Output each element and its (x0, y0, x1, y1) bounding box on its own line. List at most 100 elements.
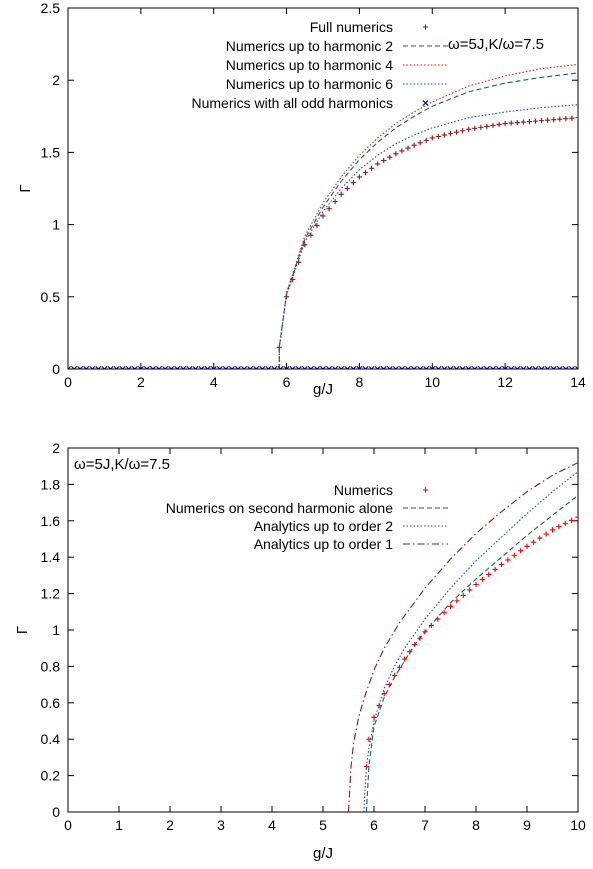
data-point (143, 366, 150, 369)
x-tick-label: 8 (472, 817, 480, 833)
legend-label: Numerics (334, 482, 393, 498)
series-numerics-with-all-odd-harmonics (68, 366, 578, 369)
data-point (575, 366, 578, 369)
data-point (301, 366, 308, 369)
data-point (514, 119, 520, 126)
data-point (162, 366, 169, 369)
data-point (556, 524, 562, 530)
x-tick-label: 6 (283, 374, 291, 390)
data-point (247, 366, 254, 369)
data-point (332, 366, 339, 369)
data-point (192, 366, 199, 369)
data-point (137, 366, 144, 369)
data-point (538, 366, 545, 369)
series-line (347, 462, 578, 812)
data-point (549, 527, 556, 533)
data-point (366, 736, 372, 742)
series-analytics-up-to-order-1 (347, 462, 578, 812)
data-point (511, 552, 517, 558)
series-line (363, 471, 578, 812)
x-tick-label: 10 (570, 817, 586, 833)
legend-marker (422, 487, 429, 493)
data-point (498, 561, 505, 568)
data-point (490, 366, 496, 369)
data-point (551, 117, 557, 123)
data-point (483, 366, 490, 369)
data-point (467, 587, 473, 593)
y-tick-label: 1.4 (41, 549, 61, 565)
data-point (502, 366, 509, 369)
legend-label: Numerics with all odd harmonics (191, 95, 393, 111)
y-tick-label: 1.2 (41, 586, 61, 602)
data-point (435, 133, 441, 140)
legend-marker (422, 100, 429, 106)
data-point (277, 366, 284, 369)
data-point (371, 714, 377, 720)
data-point (271, 366, 278, 369)
series-analytics-up-to-order-2 (363, 471, 578, 812)
data-point (307, 366, 314, 369)
data-point (405, 366, 411, 369)
data-point (222, 366, 229, 369)
x-tick-label: 3 (217, 817, 225, 833)
x-tick-label: 9 (523, 817, 531, 833)
data-point (530, 539, 536, 545)
data-point (417, 140, 423, 146)
data-point (429, 366, 436, 369)
data-point (125, 366, 132, 369)
data-point (453, 366, 460, 369)
x-tick-label: 4 (268, 817, 276, 833)
data-point (490, 122, 496, 129)
x-tick-label: 0 (64, 374, 72, 390)
series-line (278, 104, 578, 369)
data-point (496, 121, 502, 128)
data-point (568, 366, 575, 369)
y-tick-label: 1.8 (41, 476, 61, 492)
data-point (563, 116, 569, 122)
series-numerics-on-second-harmonic-alone (365, 494, 578, 812)
data-point (314, 222, 320, 229)
series-numerics-up-to-harmonic-2 (278, 72, 578, 369)
data-point (381, 157, 387, 164)
y-tick-label: 1.5 (41, 144, 61, 160)
data-point (471, 366, 478, 369)
data-point (186, 366, 193, 369)
data-point (472, 125, 478, 131)
x-axis-label: g/J (313, 845, 333, 862)
data-point (368, 165, 375, 171)
y-tick-label: 2.5 (41, 0, 61, 16)
data-point (441, 366, 448, 369)
data-point (518, 548, 524, 554)
y-tick-label: 2 (52, 72, 60, 88)
data-point (447, 131, 454, 137)
data-point (344, 185, 350, 192)
data-point (198, 366, 205, 369)
x-tick-label: 7 (421, 817, 429, 833)
data-point (228, 366, 235, 369)
data-point (496, 366, 503, 369)
data-point (514, 366, 521, 369)
data-point (473, 581, 479, 588)
data-point (562, 520, 568, 527)
data-point (362, 170, 369, 176)
data-point (398, 366, 405, 369)
data-point (477, 366, 484, 369)
data-point (465, 366, 472, 369)
data-point (392, 366, 399, 369)
data-point (344, 366, 351, 369)
data-point (557, 116, 563, 122)
legend-label: Numerics up to harmonic 6 (226, 76, 394, 92)
data-point (356, 174, 363, 180)
series-full-numerics (276, 115, 578, 350)
data-point (479, 576, 485, 583)
chart-bottom-analytics: 0 1 2 3 4 5 6 7 8 9 10 0 0.2 0.4 0.6 0.8 1 1.2 1.4 1.6 1.8 2 g… (14, 440, 586, 862)
x-tick-label: 10 (424, 374, 440, 390)
data-point (537, 535, 543, 541)
data-point (235, 366, 241, 369)
data-point (326, 206, 332, 212)
data-point (113, 366, 120, 369)
data-point (150, 366, 156, 369)
data-point (505, 557, 511, 563)
x-axis-label: g/J (313, 381, 333, 398)
